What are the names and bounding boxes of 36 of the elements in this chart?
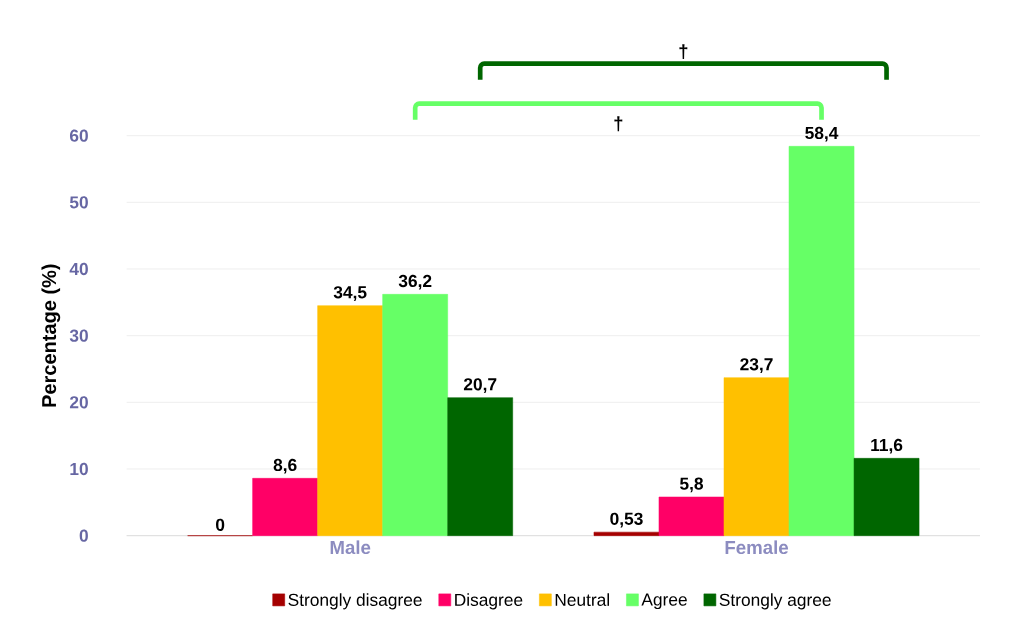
legend-label: Strongly agree (719, 593, 831, 610)
data-label: 0 (216, 518, 225, 531)
bar (447, 397, 513, 536)
data-label: 5,8 (679, 477, 704, 493)
bar (317, 305, 383, 536)
y-axis-title: Percentage (%) (41, 264, 61, 407)
y-tick-label: 0 (79, 529, 88, 542)
data-label: 23,7 (740, 358, 773, 373)
data-label: 58,4 (805, 126, 839, 142)
legend-label: Neutral (555, 593, 610, 606)
x-tick-label: Female (725, 540, 789, 555)
text: † (679, 44, 688, 59)
legend-label: Strongly disagree (288, 593, 422, 610)
y-tick-label: 60 (69, 129, 88, 142)
legend-label: Disagree (455, 593, 523, 610)
y-tick-label: 10 (70, 462, 88, 476)
x-tick-label: Male (330, 540, 371, 555)
y-tick-label: 30 (69, 329, 88, 342)
data-label: 0,53 (610, 512, 643, 528)
y-tick-label: 40 (69, 262, 88, 276)
text: † (614, 116, 623, 132)
y-tick-label: 50 (69, 196, 88, 209)
data-label: 8,6 (273, 458, 297, 474)
bar (252, 478, 318, 536)
data-label: 34,5 (333, 286, 367, 301)
data-label: 20,7 (463, 378, 497, 393)
data-label: 36,2 (398, 274, 432, 290)
bar (723, 377, 790, 536)
data-label: 11,6 (871, 438, 903, 454)
bar (658, 496, 725, 536)
bar (853, 458, 920, 536)
bar (593, 531, 660, 536)
y-tick-label: 20 (69, 396, 88, 409)
bar (382, 294, 448, 536)
bar (788, 146, 855, 536)
legend-label: Agree (641, 593, 687, 610)
